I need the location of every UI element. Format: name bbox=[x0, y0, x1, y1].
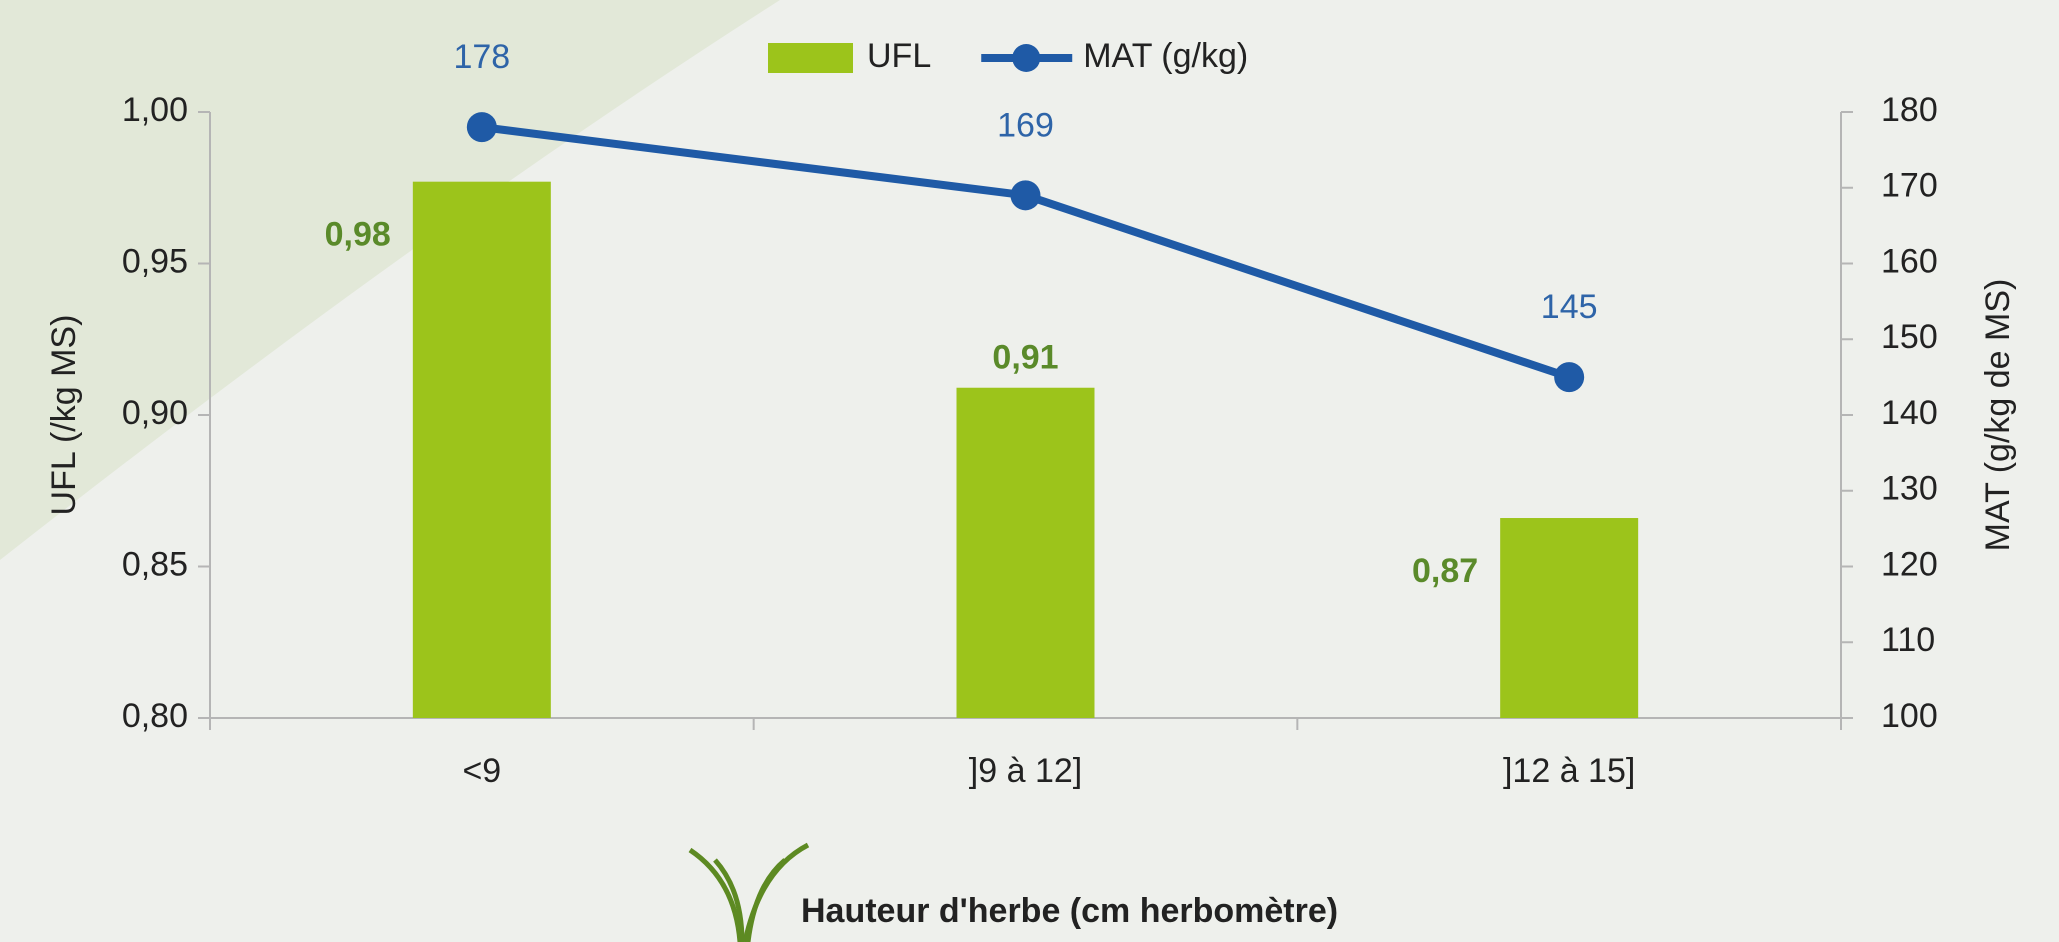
y-tick-label: 0,95 bbox=[122, 242, 188, 280]
y2-tick-label: 110 bbox=[1881, 621, 1935, 659]
line-value-label: 145 bbox=[1541, 288, 1598, 326]
legend-label: UFL bbox=[867, 37, 931, 75]
line-marker bbox=[466, 112, 497, 143]
y2-tick-label: 170 bbox=[1881, 167, 1938, 205]
x-tick-label: ]9 à 12] bbox=[969, 752, 1082, 790]
bar-value-label: 0,87 bbox=[1412, 552, 1478, 590]
y2-tick-label: 130 bbox=[1881, 470, 1938, 508]
line-marker bbox=[1554, 362, 1585, 393]
legend-marker bbox=[1012, 44, 1041, 72]
bar bbox=[1500, 518, 1639, 718]
grass-icon bbox=[688, 842, 810, 942]
bar-value-label: 0,91 bbox=[992, 339, 1058, 377]
line-marker bbox=[1010, 180, 1041, 211]
y-tick-label: 0,80 bbox=[122, 697, 188, 735]
y2-tick-label: 140 bbox=[1881, 394, 1938, 432]
y2-tick-label: 180 bbox=[1881, 91, 1938, 129]
y2-axis-title: MAT (g/kg de MS) bbox=[1979, 279, 2017, 552]
y2-tick-label: 150 bbox=[1881, 318, 1938, 356]
bar bbox=[956, 387, 1095, 718]
x-tick-label: <9 bbox=[462, 752, 501, 790]
bar-value-label: 0,98 bbox=[325, 216, 391, 254]
y-tick-label: 1,00 bbox=[122, 91, 188, 129]
bar bbox=[412, 181, 551, 718]
y-tick-label: 0,90 bbox=[122, 394, 188, 432]
line-value-label: 178 bbox=[453, 38, 510, 76]
legend-label: MAT (g/kg) bbox=[1083, 37, 1248, 75]
legend-swatch bbox=[768, 43, 853, 73]
y-tick-label: 0,85 bbox=[122, 545, 188, 583]
y2-tick-label: 120 bbox=[1881, 545, 1938, 583]
background-shape bbox=[0, 0, 780, 560]
y2-tick-label: 100 bbox=[1881, 697, 1938, 735]
line-value-label: 169 bbox=[997, 106, 1054, 144]
y-axis-title: UFL (/kg MS) bbox=[45, 315, 83, 516]
x-axis-title: Hauteur d'herbe (cm herbomètre) bbox=[801, 892, 1338, 930]
x-tick-label: ]12 à 15] bbox=[1503, 752, 1635, 790]
y2-tick-label: 160 bbox=[1881, 242, 1938, 280]
